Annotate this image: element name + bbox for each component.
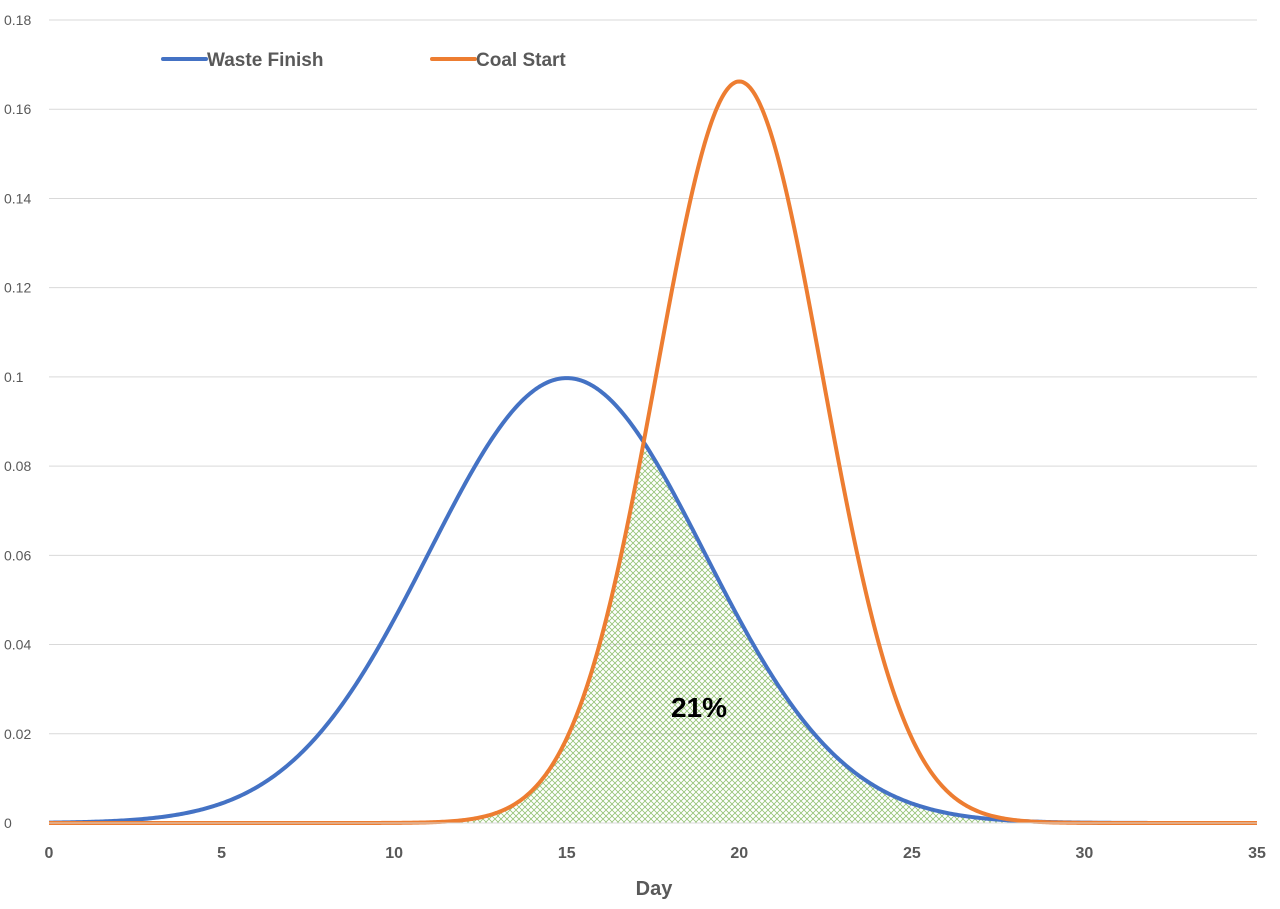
x-axis-ticks: 0 5 10 15 20 25 30 35 bbox=[45, 845, 1266, 862]
x-tick-label: 5 bbox=[217, 845, 226, 862]
overlap-percentage-label: 21% bbox=[671, 692, 727, 723]
x-tick-label: 15 bbox=[558, 845, 576, 862]
legend-label-waste-finish: Waste Finish bbox=[207, 50, 323, 71]
x-tick-label: 20 bbox=[730, 845, 748, 862]
y-tick-label: 0.08 bbox=[4, 458, 31, 474]
x-tick-label: 35 bbox=[1248, 845, 1266, 862]
y-tick-label: 0 bbox=[4, 815, 12, 831]
x-tick-label: 0 bbox=[45, 845, 54, 862]
y-tick-label: 0.18 bbox=[4, 12, 31, 28]
gridlines bbox=[49, 19, 1257, 735]
x-tick-label: 30 bbox=[1076, 845, 1094, 862]
legend: Waste Finish Coal Start bbox=[161, 50, 566, 71]
y-tick-label: 0.1 bbox=[4, 369, 24, 385]
legend-item-coal-start: Coal Start bbox=[430, 50, 566, 71]
y-tick-label: 0.04 bbox=[4, 637, 31, 653]
y-tick-label: 0.12 bbox=[4, 280, 31, 296]
y-tick-label: 0.06 bbox=[4, 547, 31, 563]
overlap-shaded-area bbox=[49, 443, 1257, 823]
x-tick-label: 25 bbox=[903, 845, 921, 862]
y-tick-label: 0.14 bbox=[4, 190, 31, 206]
y-tick-label: 0.16 bbox=[4, 101, 31, 117]
x-tick-label: 10 bbox=[385, 845, 403, 862]
legend-label-coal-start: Coal Start bbox=[476, 50, 566, 71]
y-tick-label: 0.02 bbox=[4, 726, 31, 742]
legend-item-waste-finish: Waste Finish bbox=[161, 50, 323, 71]
y-axis-ticks: 0 0.02 0.04 0.06 0.08 0.1 0.12 0.14 0.16 0.18 bbox=[4, 12, 31, 831]
x-axis-title: Day bbox=[636, 878, 674, 900]
